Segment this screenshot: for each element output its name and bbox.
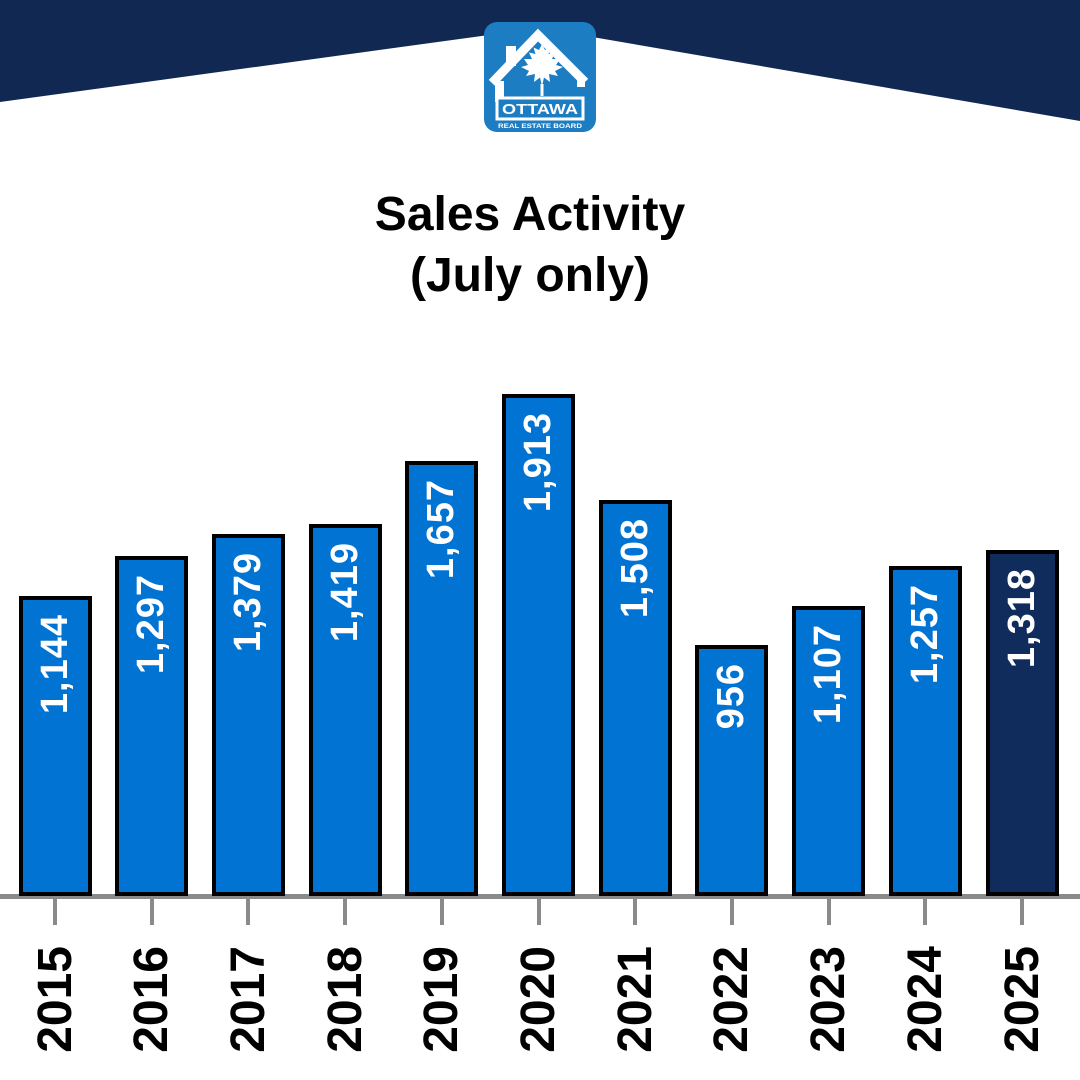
x-axis-label-2018: 2018 — [310, 946, 380, 1076]
bar-value-label-2024: 1,257 — [903, 584, 946, 685]
x-axis-tick-2024 — [923, 899, 928, 925]
x-axis-label-text: 2025 — [995, 946, 1049, 1053]
sales-bar-2023: 1,107 — [792, 606, 866, 896]
x-axis-label-text: 2019 — [415, 946, 469, 1053]
top-banner — [0, 0, 1080, 121]
x-axis-tick-2022 — [729, 899, 734, 925]
sales-bar-2015: 1,144 — [18, 596, 92, 896]
house-wall-icon — [495, 81, 504, 102]
x-axis-tick-2025 — [1020, 899, 1024, 925]
x-axis-label-2017: 2017 — [213, 946, 283, 1076]
x-axis-label-text: 2017 — [221, 946, 275, 1053]
bar-value-label-2022: 956 — [710, 663, 753, 730]
x-axis-label-2020: 2020 — [504, 946, 574, 1076]
house-roof-icon — [488, 28, 589, 87]
bar-value-label-2020: 1,913 — [517, 412, 559, 513]
x-axis-label-text: 2015 — [28, 946, 82, 1053]
banner-shape — [0, 0, 1080, 121]
x-axis-label-text: 2024 — [898, 946, 952, 1053]
x-axis-label-2021: 2021 — [600, 946, 670, 1076]
bar-value-label-2023: 1,107 — [807, 624, 850, 725]
x-axis-label-2025: 2025 — [987, 946, 1057, 1076]
x-axis-label-2019: 2019 — [407, 946, 477, 1076]
sales-bar-2020: 1,913 — [502, 394, 575, 896]
logo-tagline: REAL ESTATE BOARD — [498, 123, 582, 130]
x-axis-label-2023: 2023 — [794, 946, 864, 1076]
x-axis-label-text: 2016 — [125, 946, 179, 1053]
bar-value-label-2015: 1,144 — [33, 614, 76, 715]
bar-value-label-2018: 1,419 — [323, 542, 366, 643]
logo-org-name: OTTAWA — [502, 101, 578, 118]
x-axis-label-2016: 2016 — [117, 946, 187, 1076]
x-axis-label-text: 2020 — [512, 946, 565, 1053]
bar-value-label-2025: 1,318 — [1000, 568, 1043, 669]
x-axis-tick-2016 — [149, 899, 154, 925]
maple-leaf-icon — [521, 44, 563, 96]
x-axis-tick-2021 — [633, 899, 638, 925]
sales-bar-2024: 1,257 — [888, 566, 962, 896]
chart-title-line1: Sales Activity — [374, 188, 686, 241]
bar-value-label-2016: 1,297 — [130, 574, 173, 675]
bar-value-label-2021: 1,508 — [613, 518, 656, 619]
x-axis-label-2015: 2015 — [20, 946, 90, 1076]
roof-right-end — [577, 77, 585, 87]
sales-bar-2017: 1,379 — [211, 534, 285, 896]
x-axis-label-text: 2018 — [318, 946, 372, 1053]
chimney-icon — [506, 46, 516, 66]
x-axis-tick-2015 — [53, 899, 57, 925]
x-axis-label-2022: 2022 — [697, 946, 767, 1076]
x-axis-label-2024: 2024 — [890, 946, 960, 1076]
x-axis-tick-2017 — [246, 899, 251, 925]
sales-bar-2022: 956 — [695, 645, 769, 896]
chart-title-line2: (July only) — [409, 249, 651, 302]
oreb-logo: OTTAWA REAL ESTATE BOARD — [484, 22, 596, 132]
x-axis-label-text: 2021 — [608, 946, 662, 1053]
x-axis-label-text: 2022 — [705, 946, 759, 1053]
chart-title: Sales Activity (July only) — [0, 184, 1060, 306]
bar-value-label-2017: 1,379 — [226, 552, 269, 653]
sales-bar-2018: 1,419 — [308, 524, 382, 896]
x-axis-label-text: 2023 — [802, 946, 856, 1053]
bar-value-label-2019: 1,657 — [420, 479, 463, 580]
x-axis-line — [0, 894, 1080, 899]
sales-bar-2019: 1,657 — [405, 461, 479, 896]
sales-bar-2025: 1,318 — [985, 550, 1059, 896]
x-axis-tick-2018 — [343, 899, 348, 925]
x-axis-tick-2019 — [439, 899, 444, 925]
x-axis-tick-2020 — [536, 899, 541, 925]
x-axis-tick-2023 — [826, 899, 831, 925]
logo-wordmark-box — [495, 96, 585, 121]
sales-bar-2016: 1,297 — [115, 556, 189, 896]
sales-bar-2021: 1,508 — [598, 500, 672, 896]
